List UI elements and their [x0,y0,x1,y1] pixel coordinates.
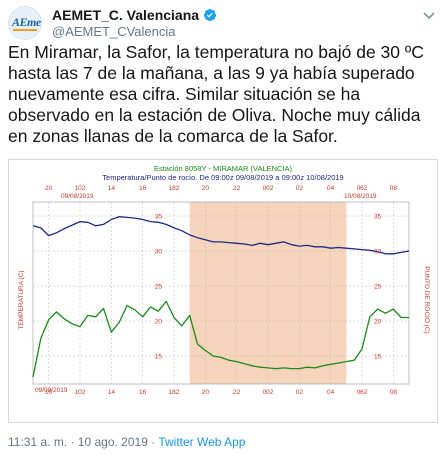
y-tick-label: 20 [374,319,382,326]
avatar-logo-text: AEmet [12,15,42,29]
y-tick-label: 15 [374,354,382,361]
x-tick-label-bottom: 062 [357,389,368,396]
x-tick-label-top: 002 [263,185,274,192]
x-tick-label-bottom: 22 [233,389,241,396]
x-tick-label-top: 20 [45,185,53,192]
x-tick-label-bottom: 10 [45,389,53,396]
tweet-timestamp[interactable]: 11:31 a. m. · 10 ago. 2019 [8,435,148,449]
y-tick-label: 25 [155,284,163,291]
date-end-label: 10/08/2019 [344,193,377,200]
x-tick-label-bottom: 182 [169,389,180,396]
x-tick-label-top: 08 [390,185,398,192]
footer-separator: · [147,435,159,449]
x-tick-label-top: 20 [202,185,210,192]
avatar[interactable]: AEmet [8,6,42,40]
x-tick-label-bottom: 04 [327,389,335,396]
avatar-logo-stripe [13,29,37,31]
tweet-header: AEmet AEMET_C. Valenciana @AEMET_CValenc… [8,6,438,46]
series-line [32,216,410,255]
account-handle[interactable]: @AEMET_CValencia [52,24,176,39]
tweet-footer: 11:31 a. m. · 10 ago. 2019 · Twitter Web… [8,435,245,449]
y-axis-right-label: PUNTO DE ROCIO (C) [423,266,430,333]
x-tick-label-bottom: 02 [296,389,304,396]
display-name[interactable]: AEMET_C. Valenciana [52,7,200,23]
y-tick-label: 35 [374,214,382,221]
date-start-label: 09/08/2019 [61,193,94,200]
x-tick-label-top: 062 [357,185,368,192]
y-tick-label: 15 [155,354,163,361]
x-tick-label-bottom: 102 [75,389,86,396]
y-tick-label: 25 [374,284,382,291]
x-tick-label-top: 102 [75,185,86,192]
verified-badge-icon [203,8,217,22]
tweet-client-link[interactable]: Twitter Web App [158,435,246,449]
plot-frame [32,201,410,385]
chart-subtitle: Temperatura/Punto de rocío. De 09:00z 09… [102,173,343,182]
y-tick-label: 20 [155,319,163,326]
chart-title: Estación 8058Y - MIRAMAR (VALENCIA) [154,164,293,173]
x-tick-label-top: 04 [327,185,335,192]
x-tick-label-bottom: 002 [263,389,274,396]
x-tick-label-top: 14 [108,185,116,192]
x-tick-label-bottom: 16 [139,389,147,396]
y-tick-label: 30 [374,249,382,256]
chevron-down-icon[interactable] [422,8,436,22]
name-row: AEMET_C. Valenciana [52,6,217,24]
y-tick-label: 30 [155,249,163,256]
x-tick-label-bottom: 08 [390,389,398,396]
chart-image[interactable]: Estación 8058Y - MIRAMAR (VALENCIA) Temp… [8,159,438,423]
y-axis-left-label: TEMPERATURA (C) [18,270,25,329]
x-tick-label-top: 22 [233,185,241,192]
x-tick-label-top: 16 [139,185,147,192]
temperature-dewpoint-chart: Estación 8058Y - MIRAMAR (VALENCIA) Temp… [18,164,430,396]
x-tick-label-top: 02 [296,185,304,192]
x-tick-label-bottom: 20 [202,389,210,396]
x-tick-label-top: 182 [169,185,180,192]
date-bottom-label: 09/08/2019 [35,387,68,394]
y-tick-label: 35 [155,214,163,221]
x-tick-label-bottom: 14 [108,389,116,396]
tweet-text: En Miramar, la Safor, la temperatura no … [8,42,424,146]
night-shading [189,202,347,384]
series-line [32,300,409,378]
